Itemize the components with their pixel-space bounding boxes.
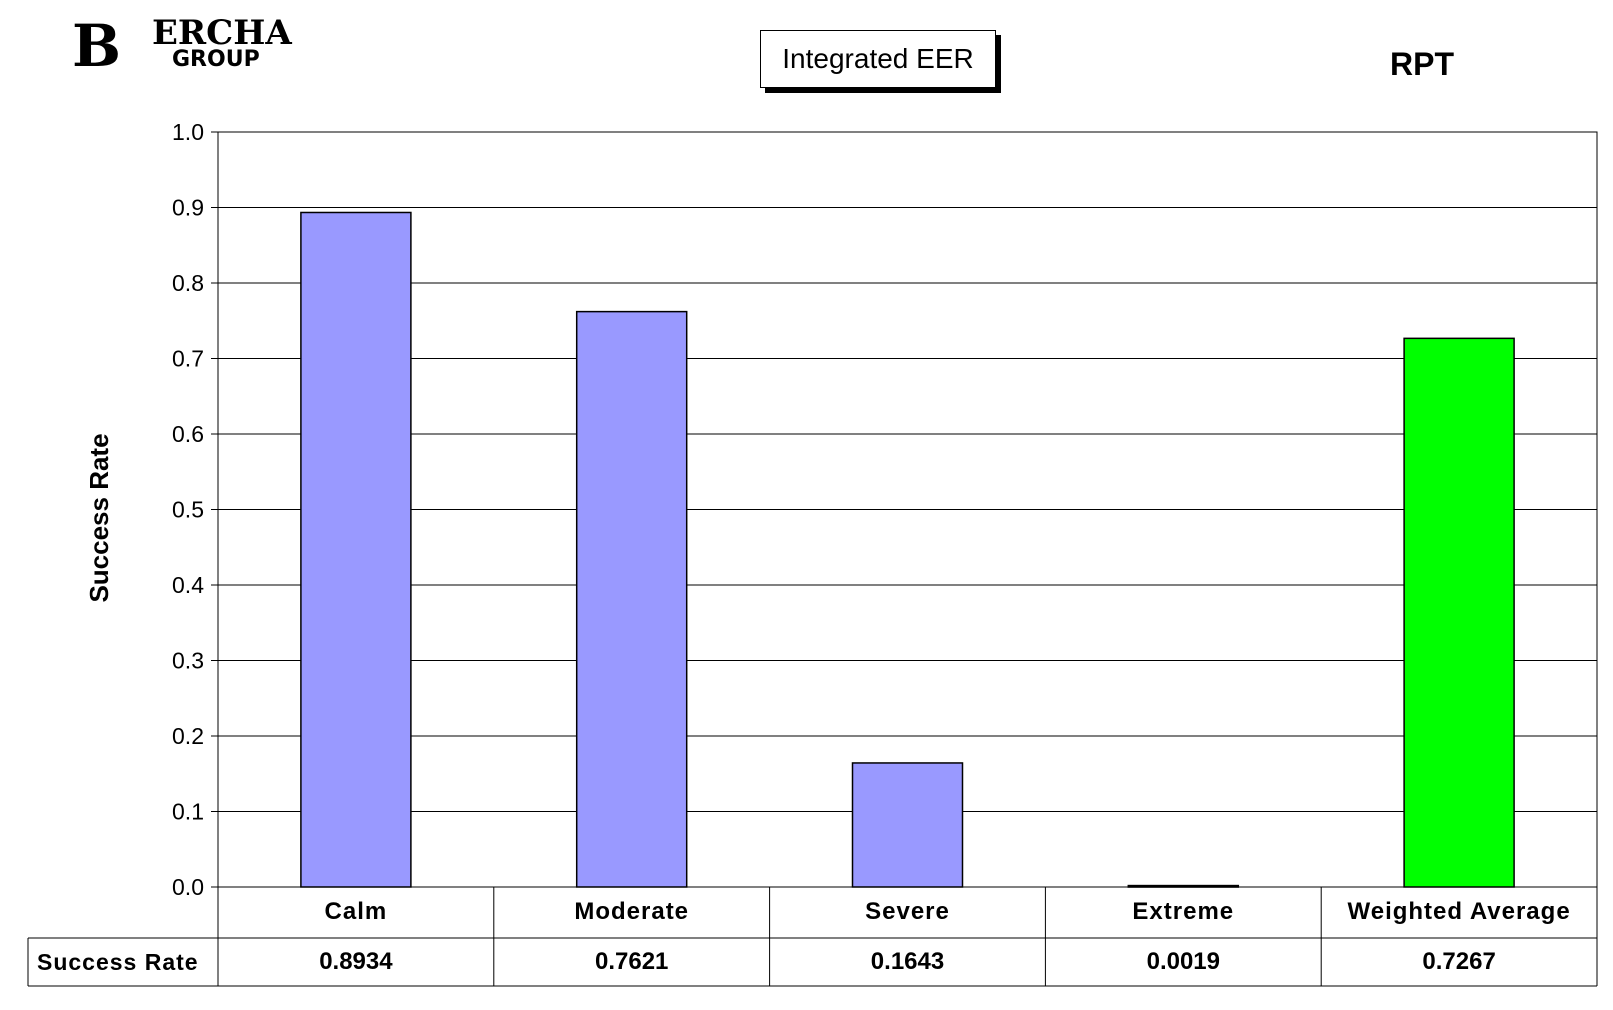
y-axis-label: Success Rate <box>84 433 114 602</box>
category-label: Extreme <box>1132 898 1234 925</box>
y-tick-label: 0.2 <box>172 723 204 749</box>
logo-main-rest: ERCHA <box>152 13 292 53</box>
category-label: Moderate <box>574 898 689 925</box>
data-value-label: 0.7621 <box>595 948 668 975</box>
y-tick-label: 1.0 <box>172 119 204 145</box>
logo-sub: GROUP <box>172 47 260 72</box>
data-value-label: 0.0019 <box>1147 948 1220 975</box>
y-tick-label: 0.6 <box>172 421 204 447</box>
data-table: Success Rate Calm 0.8934 Moderate 0.7621 Seve… <box>27 887 1598 987</box>
logo-initial: B <box>72 12 121 80</box>
y-tick-label: 0.7 <box>172 346 204 372</box>
bar <box>1403 337 1515 888</box>
gridlines <box>211 131 1597 888</box>
bar <box>851 762 964 888</box>
y-tick-label: 0.9 <box>172 195 204 221</box>
y-tick-label: 0.8 <box>172 270 204 296</box>
y-tick-label: 0.0 <box>172 874 204 900</box>
y-tick-label: 0.1 <box>172 799 204 825</box>
chart-title: Integrated EER <box>782 43 974 74</box>
category-label: Severe <box>865 898 950 925</box>
category-label: Calm <box>325 898 388 925</box>
data-value-label: 0.1643 <box>871 948 944 975</box>
bars <box>300 211 1515 888</box>
category-label: Weighted Average <box>1348 898 1571 925</box>
bar <box>300 211 412 888</box>
y-tick-label: 0.5 <box>172 497 204 523</box>
y-tick-label: 0.4 <box>172 572 204 598</box>
bercha-logo: B ERCHA GROUP <box>72 12 292 80</box>
table-row-header: Success Rate <box>37 949 199 975</box>
data-value-label: 0.7267 <box>1422 948 1495 975</box>
rpt-label: RPT <box>1390 46 1454 82</box>
y-tick-label: 0.3 <box>172 648 204 674</box>
bar <box>575 310 688 888</box>
bar <box>1127 884 1240 888</box>
y-tick-labels: 0.0 0.1 0.2 0.3 0.4 0.5 0.6 0.7 0.8 0.9 1.0 <box>172 119 204 900</box>
chart-title-box: Integrated EER <box>760 30 996 88</box>
data-value-label: 0.8934 <box>319 948 393 975</box>
